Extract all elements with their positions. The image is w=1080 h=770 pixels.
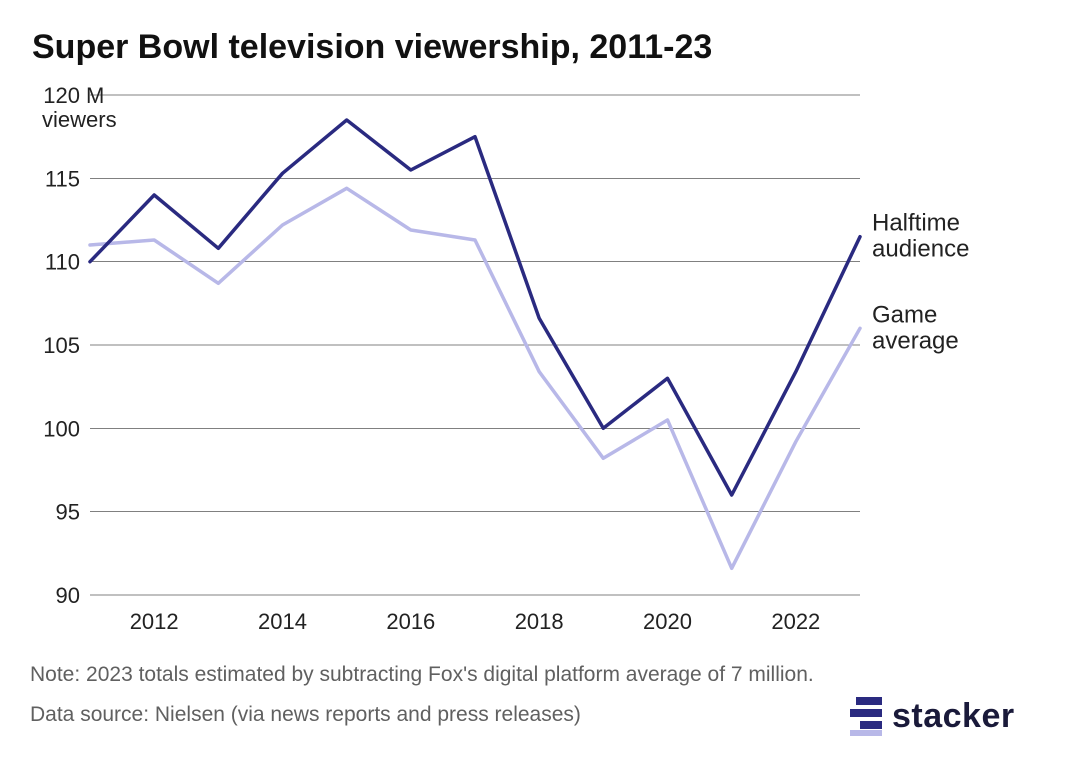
svg-text:audience: audience bbox=[872, 236, 969, 263]
svg-text:Halftime: Halftime bbox=[872, 210, 960, 237]
svg-text:M: M bbox=[86, 85, 104, 108]
svg-text:2012: 2012 bbox=[130, 609, 179, 634]
svg-text:110: 110 bbox=[45, 250, 80, 275]
chart-area: 90 95 100 105 110 115 120 Mviewers 2012 2014 2016 2… bbox=[30, 85, 1050, 645]
svg-text:2022: 2022 bbox=[771, 609, 820, 634]
svg-text:viewers: viewers bbox=[42, 107, 117, 132]
svg-text:2014: 2014 bbox=[258, 609, 307, 634]
stacker-logo: stacker bbox=[850, 693, 1040, 742]
svg-text:2020: 2020 bbox=[643, 609, 692, 634]
svg-text:100: 100 bbox=[43, 416, 80, 441]
chart-svg: 90 95 100 105 110 115 120 Mviewers 2012 2014 2016 2… bbox=[30, 85, 1050, 645]
logo-bars-icon bbox=[850, 697, 882, 736]
svg-text:2018: 2018 bbox=[515, 609, 564, 634]
svg-text:120: 120 bbox=[43, 85, 80, 108]
svg-text:2016: 2016 bbox=[386, 609, 435, 634]
svg-text:average: average bbox=[872, 327, 959, 354]
logo-text: stacker bbox=[892, 697, 1015, 735]
svg-text:115: 115 bbox=[45, 166, 80, 191]
svg-text:90: 90 bbox=[56, 583, 80, 608]
chart-title: Super Bowl television viewership, 2011-2… bbox=[32, 28, 1050, 67]
svg-text:95: 95 bbox=[56, 500, 80, 525]
svg-text:105: 105 bbox=[43, 333, 80, 358]
svg-text:Game: Game bbox=[872, 301, 937, 328]
note-line-1: Note: 2023 totals estimated by subtracti… bbox=[30, 655, 1050, 695]
